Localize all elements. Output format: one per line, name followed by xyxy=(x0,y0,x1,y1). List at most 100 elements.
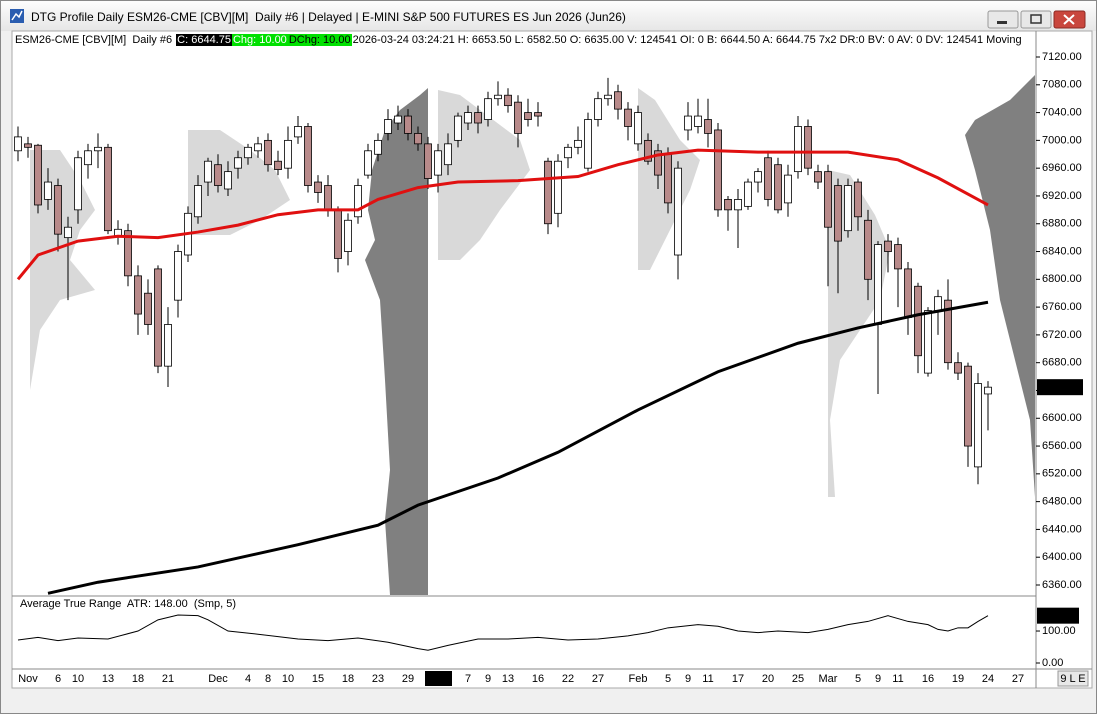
candle-body xyxy=(564,146,572,159)
last-price-box xyxy=(1037,379,1083,396)
minimize-button[interactable] xyxy=(987,10,1019,29)
candle-body xyxy=(54,185,62,235)
x-tick-label: 16 xyxy=(532,673,544,685)
candle-body xyxy=(204,160,212,183)
window-title: DTG Profile Daily ESM26-CME [CBV][M] Dai… xyxy=(31,10,626,24)
moving-average xyxy=(16,148,989,281)
x-tick-label: 9 xyxy=(685,673,691,685)
candle-body xyxy=(824,171,832,228)
y-tick-label: 6600.00 xyxy=(1042,412,1082,424)
y-tick-label: 6680.00 xyxy=(1042,357,1082,369)
corner-button[interactable] xyxy=(1057,670,1089,687)
x-tick-label: 29 xyxy=(402,673,414,685)
candle-body xyxy=(714,129,722,211)
atr-title: Average True Range ATR: 148.00 (Smp, 5) xyxy=(20,598,236,610)
app-icon xyxy=(10,9,24,23)
candle-body xyxy=(214,164,222,186)
candle-body xyxy=(444,143,452,166)
x-tick-label: 19 xyxy=(952,673,964,685)
x-tick-label: Mar xyxy=(819,673,838,685)
maximize-button[interactable] xyxy=(1020,10,1052,29)
candle-body xyxy=(294,126,302,138)
y-tick-label: 6800.00 xyxy=(1042,273,1082,285)
candle-body xyxy=(834,185,842,242)
candle-body xyxy=(454,115,462,141)
y-tick-label: 7120.00 xyxy=(1042,51,1082,63)
candle-body xyxy=(94,146,102,152)
y-tick-label: 6520.00 xyxy=(1042,468,1082,480)
candle-body xyxy=(624,108,632,127)
x-tick-label: 9 xyxy=(485,673,491,685)
x-tick-label: 13 xyxy=(502,673,514,685)
candle-body xyxy=(814,171,822,183)
x-tick-label: 21 xyxy=(162,673,174,685)
candle-body xyxy=(724,199,732,211)
candle-body xyxy=(864,219,872,280)
candle-body xyxy=(374,139,382,155)
candle-body xyxy=(134,275,142,315)
y-tick-label: 7040.00 xyxy=(1042,106,1082,118)
candle-body xyxy=(504,94,512,107)
x-tick-label: 27 xyxy=(1012,673,1024,685)
y-tick-label: 6960.00 xyxy=(1042,162,1082,174)
candle-body xyxy=(584,119,592,169)
candle-body xyxy=(904,268,912,318)
candle-body xyxy=(124,230,132,277)
candle-body xyxy=(264,139,272,166)
y-tick-label: 6360.00 xyxy=(1042,579,1082,591)
candle-body xyxy=(764,157,772,200)
atr-line xyxy=(17,614,989,651)
candle-body xyxy=(334,209,342,259)
y-tick-label: 7000.00 xyxy=(1042,134,1082,146)
last-price-label: 6644.75 xyxy=(1041,381,1081,393)
candle-body xyxy=(604,94,612,100)
candle-body xyxy=(64,226,72,239)
candle-body xyxy=(224,171,232,190)
title-bar: DTG Profile Daily ESM26-CME [CBV][M] Dai… xyxy=(1,1,1096,31)
x-tick-label: 24 xyxy=(982,673,994,685)
y-tick-label: 0.00 xyxy=(1042,657,1063,669)
y-tick-label: 6760.00 xyxy=(1042,301,1082,313)
candle-body xyxy=(524,112,532,120)
candle-body xyxy=(34,144,42,206)
candle-body xyxy=(464,112,472,124)
symbol: ESM26-CME [CBV][M] Daily #6 xyxy=(15,34,173,46)
candle-body xyxy=(754,171,762,183)
x-tick-label: 2026 xyxy=(426,673,450,685)
x-tick-label: 4 xyxy=(245,673,251,685)
candle-body xyxy=(164,324,172,367)
candle-body xyxy=(844,185,852,232)
candle-body xyxy=(244,146,252,159)
candle-body xyxy=(144,292,152,325)
candle-body xyxy=(874,244,882,325)
corner-label[interactable]: 9 L E xyxy=(1060,673,1085,685)
candle-body xyxy=(944,299,952,364)
candle-body xyxy=(964,365,972,447)
candle-body xyxy=(234,157,242,169)
candle-body xyxy=(784,174,792,204)
x-tick-label: 11 xyxy=(892,673,903,685)
candle-body xyxy=(684,115,692,131)
x-tick-label: Dec xyxy=(208,673,228,685)
candle-body xyxy=(404,115,412,134)
candle-body xyxy=(84,150,92,166)
candle-body xyxy=(954,362,962,374)
candle-body xyxy=(24,143,32,148)
day-change: DChg: 10.00 xyxy=(287,34,352,46)
candle-body xyxy=(324,185,332,211)
close-value: C: 6644.75 xyxy=(176,34,232,46)
change: Chg: 10.00 xyxy=(231,34,288,46)
quote-details: 2026-03-24 03:24:21 H: 6653.50 L: 6582.5… xyxy=(352,34,1022,46)
y-tick-label: 6400.00 xyxy=(1042,551,1082,563)
candle-body xyxy=(734,199,742,211)
header: ESM26-CME [CBV][M] Daily #6 C: 6644.75 Ch… xyxy=(14,33,1023,47)
candle-body xyxy=(104,146,112,232)
candle-body xyxy=(74,157,82,211)
candle-body xyxy=(634,112,642,145)
y-tick-label: 100.00 xyxy=(1042,625,1076,637)
candle-body xyxy=(774,164,782,211)
candle-body xyxy=(984,386,992,395)
candle-body xyxy=(574,139,582,148)
last-atr-label: 148.00 xyxy=(1041,610,1075,622)
